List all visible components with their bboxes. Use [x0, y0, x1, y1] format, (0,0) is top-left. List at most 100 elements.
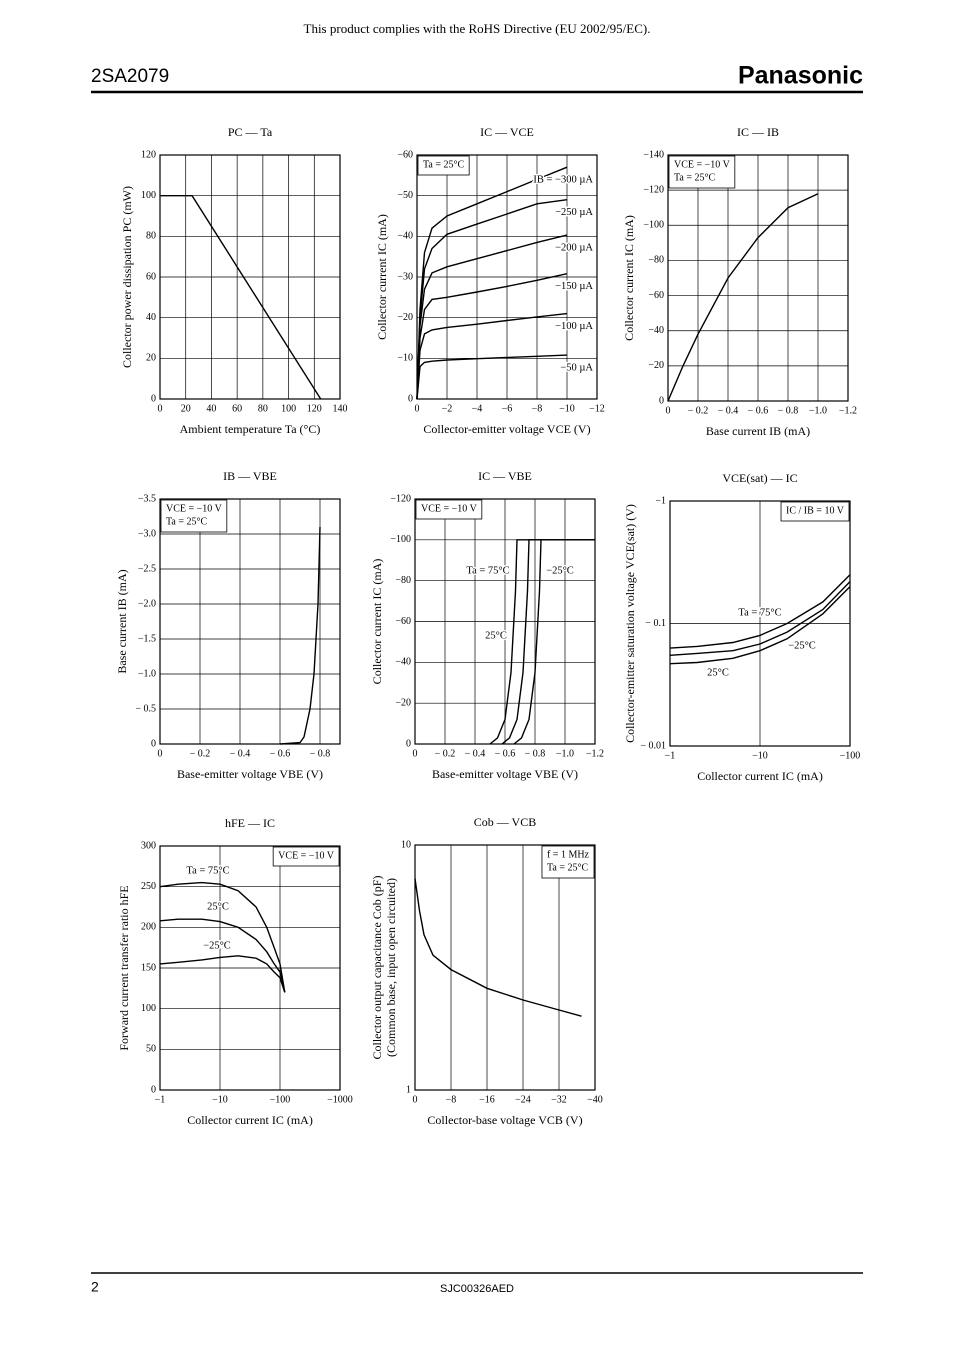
- y-tick-label: 0: [408, 393, 413, 404]
- y-tick-label: − 0.5: [135, 703, 156, 714]
- y-axis-label: Collector-emitter saturation voltage VCE…: [623, 504, 637, 743]
- y-tick-label: 1: [406, 1084, 411, 1095]
- annotation-box: [668, 155, 736, 189]
- y-tick-label: 0: [151, 1084, 156, 1095]
- x-axis-label: Collector current IC (mA): [697, 769, 823, 783]
- x-tick-label: 0: [413, 1094, 418, 1105]
- x-tick-label: −1000: [327, 1094, 353, 1105]
- y-tick-label: 80: [146, 231, 156, 242]
- curve: [414, 878, 582, 1017]
- x-tick-label: −100: [840, 750, 861, 761]
- curve: [416, 234, 568, 400]
- x-tick-label: −1.2: [839, 405, 857, 416]
- y-tick-label: 250: [141, 881, 156, 892]
- x-tick-label: −12: [589, 403, 605, 414]
- annotation: f = 1 MHz: [547, 849, 590, 860]
- x-tick-label: −1.0: [556, 748, 574, 759]
- y-tick-label: −120: [390, 493, 411, 504]
- y-tick-label: −60: [648, 290, 664, 301]
- series-label: 25°C: [485, 630, 507, 641]
- y-tick-label: −1: [655, 495, 666, 506]
- y-axis-label: Collector current IC (mA): [370, 559, 384, 685]
- y-tick-label: −1.5: [138, 633, 156, 644]
- y-tick-label: −1.0: [138, 668, 156, 679]
- x-tick-label: −1.2: [586, 748, 604, 759]
- y-tick-label: −20: [397, 312, 413, 323]
- annotation: VCE = −10 V: [421, 503, 478, 514]
- curve: [416, 199, 568, 400]
- annotation-box: [272, 846, 340, 867]
- y-tick-label: −60: [397, 149, 413, 160]
- y-tick-label: −20: [395, 697, 411, 708]
- chart: VCE(sat) — IC Collector current IC (mA) Co…: [623, 471, 861, 783]
- series-label: −25°C: [788, 640, 816, 651]
- x-tick-label: −40: [587, 1094, 603, 1105]
- curve: [669, 574, 851, 649]
- y-axis-label: Collector current IC (mA): [375, 214, 389, 340]
- x-tick-label: 40: [206, 403, 216, 414]
- y-tick-label: 100: [141, 190, 156, 201]
- x-axis-label: Base-emitter voltage VBE (V): [177, 767, 323, 781]
- x-tick-label: − 0.2: [190, 748, 211, 759]
- y-tick-label: 50: [146, 1044, 156, 1055]
- annotation-box: [780, 501, 850, 522]
- annotation: IC / IB = 10 V: [786, 505, 845, 516]
- chart: IC — VBE Base-emitter voltage VBE (V) Coll…: [370, 469, 604, 781]
- x-axis-label: Base-emitter voltage VBE (V): [432, 767, 578, 781]
- x-tick-label: − 0.2: [435, 748, 456, 759]
- x-tick-label: − 0.4: [718, 405, 739, 416]
- x-tick-label: 120: [307, 403, 322, 414]
- y-tick-label: −120: [643, 184, 664, 195]
- series-label: Ta = 75°C: [738, 607, 781, 618]
- x-tick-label: 20: [181, 403, 191, 414]
- x-tick-label: 80: [258, 403, 268, 414]
- annotation-box: [541, 845, 595, 879]
- x-tick-label: − 0.6: [748, 405, 769, 416]
- x-tick-label: − 0.8: [310, 748, 331, 759]
- x-axis-label: Base current IB (mA): [706, 424, 810, 438]
- x-tick-label: − 0.4: [465, 748, 486, 759]
- series-label: −200 µA: [555, 243, 593, 254]
- x-tick-label: −100: [270, 1094, 291, 1105]
- x-tick-label: − 0.8: [778, 405, 799, 416]
- x-tick-label: 60: [232, 403, 242, 414]
- y-axis-label: Collector power dissipation PC (mW): [120, 186, 134, 368]
- chart-title: VCE(sat) — IC: [722, 471, 797, 485]
- x-tick-label: 0: [158, 403, 163, 414]
- series-label: −25°C: [546, 565, 574, 576]
- x-tick-label: −24: [515, 1094, 531, 1105]
- curve: [416, 354, 568, 400]
- y-tick-label: 0: [151, 393, 156, 404]
- annotation: VCE = −10 V: [166, 503, 223, 514]
- x-tick-label: −10: [212, 1094, 228, 1105]
- plot-frame: [669, 500, 851, 747]
- x-tick-label: 0: [666, 405, 671, 416]
- y-tick-label: 200: [141, 922, 156, 933]
- y-tick-label: 0: [151, 738, 156, 749]
- x-tick-label: 140: [333, 403, 348, 414]
- annotation-box: [160, 499, 228, 533]
- y-tick-label: 0: [406, 738, 411, 749]
- curve: [279, 526, 321, 745]
- series-label: 25°C: [207, 901, 229, 912]
- chart-title: Cob — VCB: [474, 815, 536, 829]
- y-tick-label: 300: [141, 840, 156, 851]
- y-tick-label: −60: [395, 616, 411, 627]
- x-tick-label: −2: [442, 403, 453, 414]
- series-label: −50 µA: [560, 362, 593, 373]
- chart-title: IB — VBE: [223, 469, 277, 483]
- x-axis-label: Collector-emitter voltage VCE (V): [423, 422, 590, 436]
- x-axis-label: Ambient temperature Ta (°C): [180, 422, 321, 436]
- x-tick-label: 0: [415, 403, 420, 414]
- x-tick-label: 0: [413, 748, 418, 759]
- curve: [160, 195, 322, 400]
- y-tick-label: 150: [141, 962, 156, 973]
- x-axis-label: Collector-base voltage VCB (V): [427, 1113, 582, 1127]
- part-number: 2SA2079: [91, 66, 169, 87]
- curve: [416, 166, 568, 400]
- y-tick-label: −20: [648, 360, 664, 371]
- x-tick-label: −8: [446, 1094, 457, 1105]
- curve: [513, 539, 595, 745]
- annotation: VCE = −10 V: [674, 159, 731, 170]
- plot-frame: [416, 154, 598, 400]
